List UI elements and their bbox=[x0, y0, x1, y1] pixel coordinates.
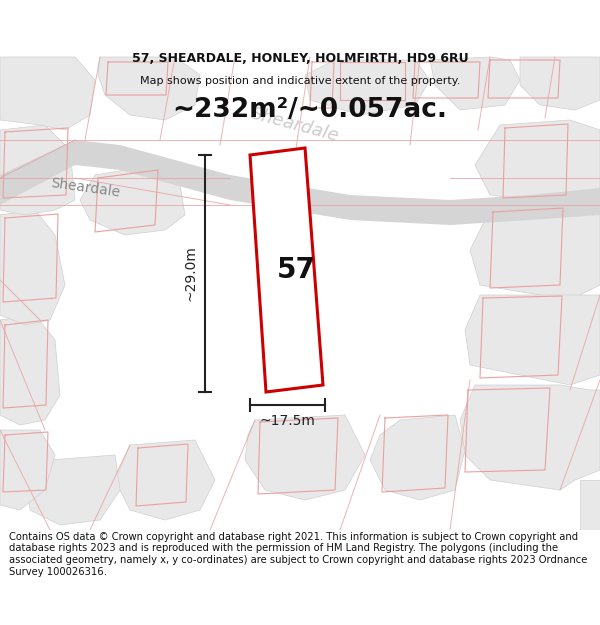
Polygon shape bbox=[115, 440, 215, 520]
Polygon shape bbox=[470, 205, 600, 300]
Polygon shape bbox=[465, 295, 600, 385]
Polygon shape bbox=[370, 415, 465, 500]
Polygon shape bbox=[245, 415, 365, 500]
Polygon shape bbox=[250, 148, 323, 392]
Polygon shape bbox=[0, 140, 600, 225]
Text: 57: 57 bbox=[277, 256, 316, 284]
Text: Map shows position and indicative extent of the property.: Map shows position and indicative extent… bbox=[140, 76, 460, 86]
Text: Sheardale: Sheardale bbox=[249, 104, 341, 146]
Polygon shape bbox=[460, 385, 600, 490]
Text: Contains OS data © Crown copyright and database right 2021. This information is : Contains OS data © Crown copyright and d… bbox=[9, 532, 587, 577]
Polygon shape bbox=[80, 165, 185, 235]
Polygon shape bbox=[0, 125, 75, 215]
Polygon shape bbox=[430, 57, 520, 110]
Polygon shape bbox=[0, 315, 60, 425]
Text: 57, SHEARDALE, HONLEY, HOLMFIRTH, HD9 6RU: 57, SHEARDALE, HONLEY, HOLMFIRTH, HD9 6R… bbox=[131, 52, 469, 66]
Text: ~29.0m: ~29.0m bbox=[184, 246, 198, 301]
Polygon shape bbox=[520, 57, 600, 110]
Polygon shape bbox=[475, 120, 600, 205]
Polygon shape bbox=[580, 480, 600, 530]
Polygon shape bbox=[25, 455, 120, 525]
Polygon shape bbox=[0, 57, 95, 130]
Text: Sheardale: Sheardale bbox=[49, 176, 121, 200]
Polygon shape bbox=[0, 210, 65, 325]
Text: ~17.5m: ~17.5m bbox=[260, 414, 316, 428]
Text: ~232m²/~0.057ac.: ~232m²/~0.057ac. bbox=[173, 97, 448, 123]
Polygon shape bbox=[0, 430, 55, 510]
Polygon shape bbox=[98, 57, 200, 120]
Polygon shape bbox=[305, 60, 430, 115]
